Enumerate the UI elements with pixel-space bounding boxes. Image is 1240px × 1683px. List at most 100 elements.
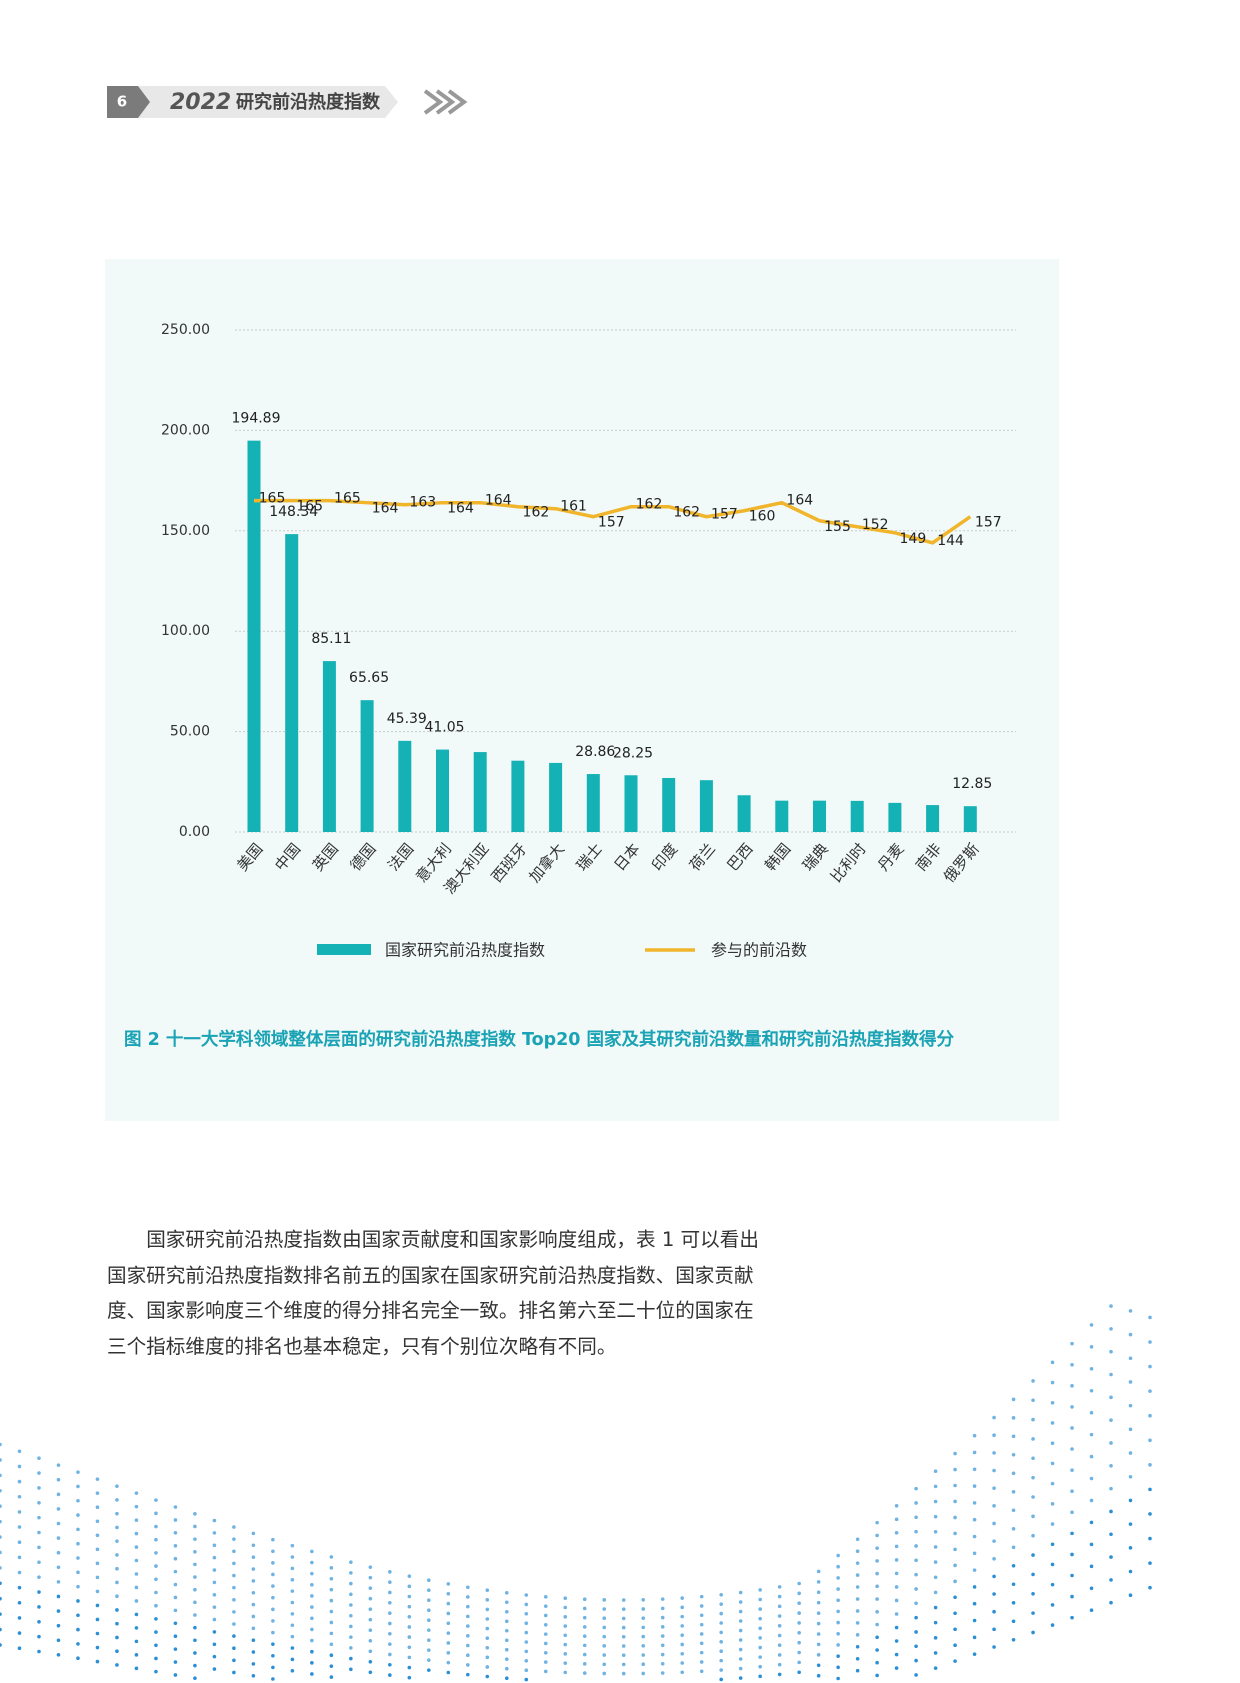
decoration-dot [232, 1561, 236, 1566]
decoration-dot [1011, 1545, 1016, 1550]
decoration-dot [310, 1549, 314, 1554]
decoration-dot [1070, 1552, 1074, 1557]
decoration-dot [271, 1630, 275, 1635]
decoration-dot [543, 1669, 548, 1674]
decoration-dot [251, 1650, 256, 1654]
decoration-dot [193, 1562, 197, 1567]
decoration-dot [738, 1676, 743, 1680]
decoration-dot [232, 1658, 236, 1663]
line-value-label: 164 [447, 501, 474, 517]
decoration-dot [1011, 1397, 1016, 1402]
decoration-dot [485, 1617, 490, 1621]
decoration-dot [836, 1564, 840, 1569]
decoration-dot [134, 1666, 139, 1671]
decoration-dot [582, 1662, 587, 1666]
decoration-dot [1128, 1569, 1133, 1574]
decoration-dot [972, 1601, 977, 1606]
decoration-dot [446, 1601, 451, 1606]
decoration-dot [914, 1673, 918, 1677]
decoration-dot [933, 1636, 938, 1640]
decoration-dot [582, 1615, 587, 1620]
bar [586, 774, 600, 832]
decoration-dot [388, 1570, 392, 1574]
decoration-dot [95, 1547, 100, 1552]
decoration-dot [1031, 1475, 1035, 1480]
decoration-dot [816, 1632, 821, 1636]
decoration-dot [582, 1625, 587, 1629]
x-tick-label: 南非 [912, 840, 945, 875]
decoration-dot [154, 1551, 158, 1555]
decoration-dot [836, 1676, 840, 1681]
decoration-dot [446, 1670, 451, 1675]
decoration-dot [329, 1566, 334, 1570]
decoration-dot [953, 1643, 957, 1648]
decoration-dot [310, 1605, 314, 1609]
decoration-dot [446, 1621, 451, 1626]
decoration-dot [95, 1575, 100, 1580]
decoration-dot [134, 1504, 139, 1509]
bar [549, 762, 563, 832]
decoration-dot [271, 1607, 275, 1612]
decoration-dot [329, 1598, 334, 1603]
decoration-dot [1089, 1608, 1094, 1613]
decoration-dot [992, 1627, 996, 1632]
decoration-dot [972, 1484, 977, 1488]
decoration-dot [719, 1630, 723, 1635]
decoration-dot [232, 1585, 236, 1590]
bar [813, 800, 826, 832]
decoration-dot [251, 1590, 256, 1595]
decoration-dot [953, 1611, 957, 1616]
decoration-dot [738, 1609, 743, 1614]
decoration-dot [914, 1558, 918, 1563]
decoration-dot [37, 1560, 41, 1565]
decoration-dot [271, 1665, 275, 1670]
decoration-dot [271, 1642, 275, 1646]
header-band [107, 86, 398, 118]
decoration-dot [953, 1579, 957, 1584]
decoration-dot [154, 1643, 158, 1648]
decoration-dot [56, 1638, 61, 1643]
x-tick-label: 丹麦 [874, 840, 907, 875]
decoration-dot [37, 1471, 41, 1475]
decoration-dot [0, 1504, 2, 1509]
decoration-dot [1128, 1309, 1133, 1313]
decoration-dot [875, 1546, 879, 1550]
decoration-dot [76, 1470, 80, 1474]
decoration-dot [816, 1642, 821, 1647]
decoration-dot [95, 1645, 100, 1650]
decoration-dot [37, 1486, 41, 1490]
decoration-dot [465, 1634, 470, 1638]
decoration-dot [427, 1578, 431, 1583]
decoration-dot [349, 1613, 353, 1618]
decoration-dot [1109, 1349, 1113, 1354]
decoration-dot [524, 1649, 529, 1654]
decoration-dot [894, 1571, 899, 1576]
bar-value-label: 45.39 [387, 711, 427, 727]
decoration-dot [972, 1618, 977, 1623]
y-tick-label: 50.00 [170, 724, 210, 740]
decoration-dot [76, 1613, 80, 1618]
decoration-dot [797, 1660, 801, 1665]
decoration-dot [1148, 1340, 1152, 1344]
decoration-dot [972, 1433, 977, 1438]
legend-label: 参与的前沿数 [711, 941, 807, 960]
decoration-dot [134, 1599, 139, 1603]
decoration-dot [1011, 1508, 1016, 1513]
decoration-dot [290, 1566, 295, 1571]
decoration-dot [485, 1674, 490, 1679]
decoration-dot [1050, 1522, 1055, 1526]
decoration-dot [465, 1672, 470, 1677]
decoration-dot [836, 1609, 840, 1614]
bar [624, 775, 638, 832]
decoration-dot [1109, 1464, 1113, 1468]
decoration-dot [738, 1666, 743, 1671]
decoration-dot [504, 1638, 509, 1643]
decoration-dot [17, 1464, 22, 1469]
decoration-dot [56, 1463, 61, 1467]
decoration-dot [290, 1634, 295, 1639]
decoration-dot [251, 1662, 256, 1666]
decoration-dot [271, 1595, 275, 1600]
decoration-dot [193, 1512, 197, 1516]
decoration-dot [232, 1610, 236, 1614]
